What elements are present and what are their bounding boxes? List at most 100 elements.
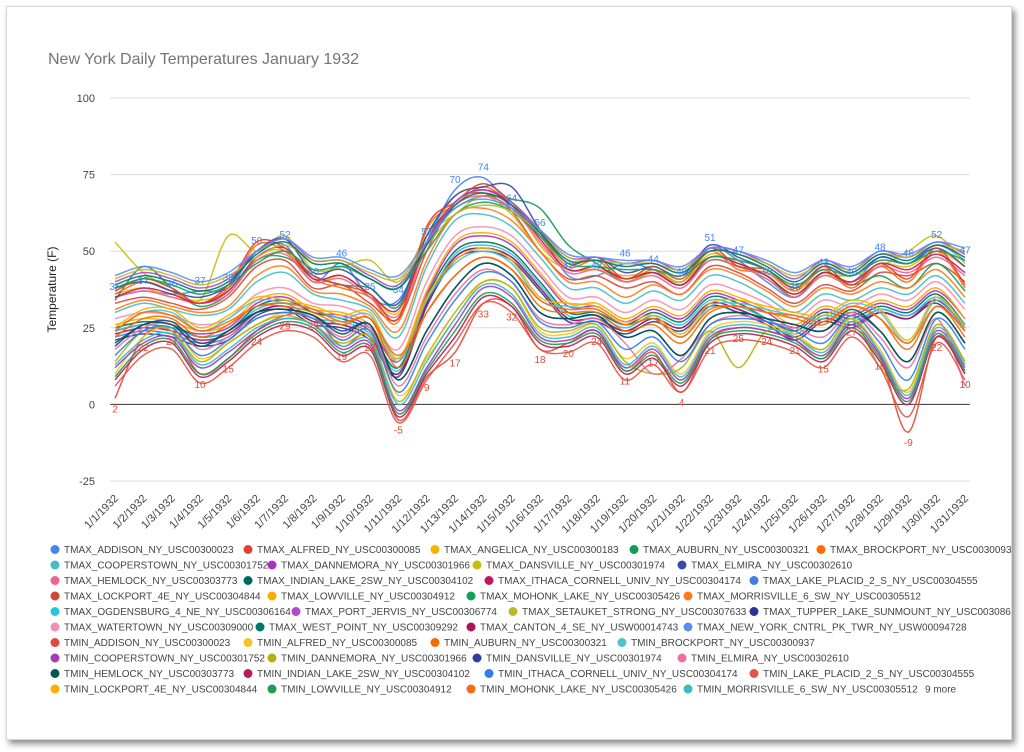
legend-swatch[interactable] xyxy=(749,607,759,616)
legend-swatch[interactable] xyxy=(683,622,693,632)
legend-entry[interactable]: TMIN_INDIAN_LAKE_2SW_NY_USC00304102 xyxy=(257,669,470,680)
legend-entry[interactable]: TMIN_LOCKPORT_4E_NY_USC00304844 xyxy=(64,685,258,696)
legend-entry[interactable]: TMAX_ALFRED_NY_USC00300085 xyxy=(257,545,421,556)
legend-swatch[interactable] xyxy=(683,591,693,601)
legend-entry[interactable]: TMIN_MORRISVILLE_6_SW_NY_USC00305512 xyxy=(697,685,918,696)
legend-swatch[interactable] xyxy=(749,669,759,678)
legend-entry[interactable]: TMAX_BROCKPORT_NY_USC00300937 xyxy=(830,545,1011,556)
legend-entry[interactable]: TMIN_ALFRED_NY_USC00300085 xyxy=(257,638,418,649)
data-label: 24 xyxy=(166,337,178,348)
legend-swatch[interactable] xyxy=(50,638,60,647)
legend-entry[interactable]: TMAX_TUPPER_LAKE_SUNMOUNT_NY_USC00308631 xyxy=(763,607,1011,618)
legend-swatch[interactable] xyxy=(267,591,277,601)
legend-entry[interactable]: TMIN_MOHONK_LAKE_NY_USC00305426 xyxy=(480,685,677,696)
legend-more-link[interactable]: 9 more xyxy=(925,685,957,696)
legend-entry[interactable]: TMAX_AUBURN_NY_USC00300321 xyxy=(643,545,810,556)
legend-swatch[interactable] xyxy=(484,669,494,678)
legend-entry[interactable]: TMAX_COOPERSTOWN_NY_USC00301752 xyxy=(64,561,269,572)
legend-swatch[interactable] xyxy=(683,684,693,694)
legend-entry[interactable]: TMAX_MORRISVILLE_6_SW_NY_USC00305512 xyxy=(697,592,921,603)
legend-entry[interactable]: TMIN_AUBURN_NY_USC00300321 xyxy=(444,638,607,649)
legend-swatch[interactable] xyxy=(243,576,253,585)
data-label: 46 xyxy=(336,248,348,259)
legend-swatch[interactable] xyxy=(50,576,60,585)
legend-entry[interactable]: TMAX_WEST_POINT_NY_USC00309292 xyxy=(269,623,458,634)
legend-swatch[interactable] xyxy=(466,622,476,632)
series-line xyxy=(114,212,966,339)
legend-swatch[interactable] xyxy=(749,576,759,585)
data-label: 32 xyxy=(506,312,518,323)
legend-swatch[interactable] xyxy=(430,545,440,554)
legend-swatch[interactable] xyxy=(267,653,277,663)
legend-entry[interactable]: TMIN_COOPERSTOWN_NY_USC00301752 xyxy=(64,654,265,665)
legend-swatch[interactable] xyxy=(50,622,60,632)
legend-swatch[interactable] xyxy=(267,684,277,694)
legend-entry[interactable]: TMIN_HEMLOCK_NY_USC00303773 xyxy=(64,669,235,680)
data-label: 42 xyxy=(563,261,575,272)
legend-swatch[interactable] xyxy=(472,653,482,663)
legend-swatch[interactable] xyxy=(629,545,639,554)
legend-swatch[interactable] xyxy=(508,607,518,616)
data-label: 40 xyxy=(846,267,858,278)
legend-entry[interactable]: TMIN_DANNEMORA_NY_USC00301966 xyxy=(281,654,467,665)
legend-swatch[interactable] xyxy=(466,684,476,694)
legend-entry[interactable]: TMAX_LAKE_PLACID_2_S_NY_USC00304555 xyxy=(763,576,978,587)
legend-swatch[interactable] xyxy=(617,638,627,647)
legend-swatch[interactable] xyxy=(243,638,253,647)
legend-swatch[interactable] xyxy=(50,669,60,678)
legend-swatch[interactable] xyxy=(50,607,60,616)
legend-entry[interactable]: TMAX_HEMLOCK_NY_USC00303773 xyxy=(64,576,238,587)
legend-entry[interactable]: TMAX_INDIAN_LAKE_2SW_NY_USC00304102 xyxy=(257,576,474,587)
legend-swatch[interactable] xyxy=(472,560,482,570)
legend-entry[interactable]: TMAX_DANNEMORA_NY_USC00301966 xyxy=(281,561,470,572)
chart-title: New York Daily Temperatures January 1932 xyxy=(48,51,359,68)
legend-entry[interactable]: TMAX_LOCKPORT_4E_NY_USC00304844 xyxy=(64,592,261,603)
data-label: 24 xyxy=(761,337,773,348)
legend-swatch[interactable] xyxy=(50,545,60,554)
series-line xyxy=(114,206,966,334)
data-label: 33 xyxy=(478,309,490,320)
legend-swatch[interactable] xyxy=(291,607,301,616)
legend-entry[interactable]: TMAX_LOWVILLE_NY_USC00304912 xyxy=(281,592,455,603)
legend-swatch[interactable] xyxy=(255,622,265,632)
legend-swatch[interactable] xyxy=(484,576,494,585)
legend-entry[interactable]: TMAX_WATERTOWN_NY_USC00309000 xyxy=(64,623,254,634)
legend-entry[interactable]: TMAX_ANGELICA_NY_USC00300183 xyxy=(444,545,619,556)
legend-swatch[interactable] xyxy=(243,545,253,554)
legend-entry[interactable]: TMAX_ADDISON_NY_USC00300023 xyxy=(64,545,234,556)
legend-entry[interactable]: TMAX_CANTON_4_SE_NY_USW00014743 xyxy=(480,623,679,634)
legend-swatch[interactable] xyxy=(430,638,440,647)
data-label: 9 xyxy=(424,383,430,394)
legend-entry[interactable]: TMAX_DANSVILLE_NY_USC00301974 xyxy=(486,561,665,572)
data-label: 50 xyxy=(251,236,263,247)
legend-swatch[interactable] xyxy=(267,560,277,570)
legend-swatch[interactable] xyxy=(50,653,60,663)
legend-entry[interactable]: TMIN_ITHACA_CORNELL_UNIV_NY_USC00304174 xyxy=(498,669,738,680)
legend-entry[interactable]: TMIN_LOWVILLE_NY_USC00304912 xyxy=(281,685,452,696)
legend-swatch[interactable] xyxy=(50,560,60,570)
legend[interactable]: TMAX_ADDISON_NY_USC00300023 TMAX_ALFRED_N… xyxy=(50,545,1012,696)
legend-entry[interactable]: TMIN_LAKE_PLACID_2_S_NY_USC00304555 xyxy=(763,669,975,680)
legend-entry[interactable]: TMIN_BROCKPORT_NY_USC00300937 xyxy=(631,638,815,649)
legend-swatch[interactable] xyxy=(50,684,60,694)
series-line xyxy=(114,270,966,393)
legend-swatch[interactable] xyxy=(677,560,687,570)
legend-entry[interactable]: TMAX_MOHONK_LAKE_NY_USC00305426 xyxy=(480,592,681,603)
legend-swatch[interactable] xyxy=(816,545,826,554)
legend-swatch[interactable] xyxy=(50,591,60,601)
legend-swatch[interactable] xyxy=(677,653,687,663)
legend-entry[interactable]: TMAX_SETAUKET_STRONG_NY_USC00307633 xyxy=(522,607,747,618)
legend-swatch[interactable] xyxy=(466,591,476,601)
series-line xyxy=(114,256,966,357)
legend-entry[interactable]: TMAX_NEW_YORK_CNTRL_PK_TWR_NY_USW0009472… xyxy=(697,623,967,634)
legend-entry[interactable]: TMIN_ADDISON_NY_USC00300023 xyxy=(64,638,231,649)
legend-entry[interactable]: TMAX_ELMIRA_NY_USC00302610 xyxy=(691,561,853,572)
legend-entry[interactable]: TMIN_DANSVILLE_NY_USC00301974 xyxy=(486,654,662,665)
legend-entry[interactable]: TMAX_OGDENSBURG_4_NE_NY_USC00306164 xyxy=(64,607,291,618)
legend-entry[interactable]: TMAX_ITHACA_CORNELL_UNIV_NY_USC00304174 xyxy=(498,576,741,587)
data-label: 22 xyxy=(931,343,943,354)
legend-entry[interactable]: TMIN_ELMIRA_NY_USC00302610 xyxy=(691,654,849,665)
series-line xyxy=(114,285,966,412)
legend-entry[interactable]: TMAX_PORT_JERVIS_NY_USC00306774 xyxy=(305,607,497,618)
legend-swatch[interactable] xyxy=(243,669,253,678)
